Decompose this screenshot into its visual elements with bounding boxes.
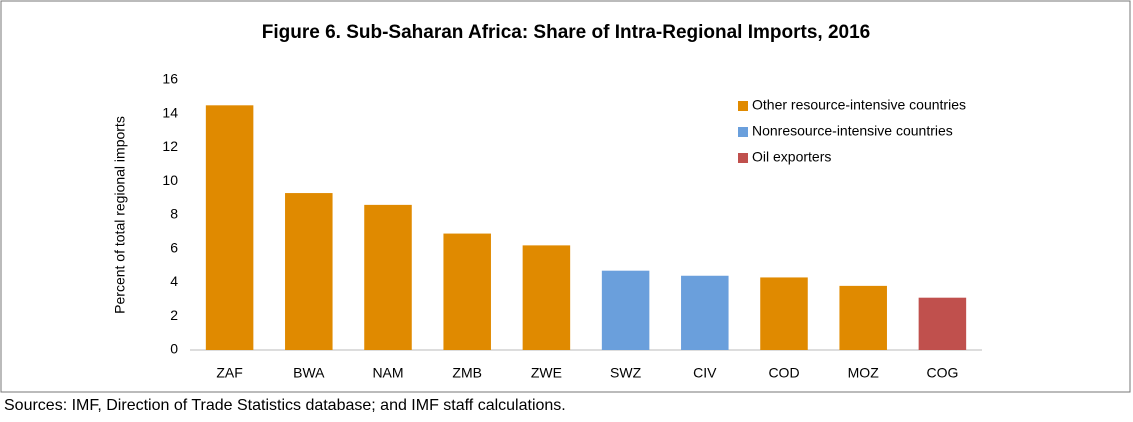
y-tick-label: 0 <box>170 341 178 357</box>
y-tick-label: 12 <box>162 138 178 154</box>
x-tick-label: ZMB <box>452 365 482 381</box>
x-tick-label: SWZ <box>610 365 642 381</box>
legend-swatch <box>738 153 748 163</box>
bar <box>760 277 808 350</box>
bar <box>205 105 254 350</box>
bar <box>443 233 491 350</box>
bar <box>601 270 650 350</box>
chart-title: Figure 6. Sub-Saharan Africa: Share of I… <box>262 22 871 43</box>
x-tick-label: ZWE <box>531 365 562 381</box>
y-tick-label: 2 <box>170 307 178 323</box>
x-tick-label: COG <box>926 365 958 381</box>
bar <box>918 297 967 350</box>
bar <box>285 193 333 350</box>
y-tick-label: 6 <box>170 239 178 255</box>
y-axis-label: Percent of total regional imports <box>112 116 128 314</box>
x-tick-label: CIV <box>693 365 717 381</box>
x-tick-label: BWA <box>293 365 325 381</box>
frame <box>0 0 1131 393</box>
bar <box>681 275 729 350</box>
legend-label: Other resource-intensive countries <box>752 97 966 113</box>
bar <box>522 245 571 350</box>
legend-label: Oil exporters <box>752 149 831 165</box>
y-tick-label: 14 <box>162 104 178 120</box>
y-tick-label: 16 <box>162 71 178 87</box>
legend-label: Nonresource-intensive countries <box>752 123 953 139</box>
x-tick-label: NAM <box>372 365 403 381</box>
y-tick-label: 10 <box>162 172 178 188</box>
x-tick-label: MOZ <box>848 365 880 381</box>
y-tick-label: 8 <box>170 206 178 222</box>
bar <box>839 285 887 350</box>
source-note: Sources: IMF, Direction of Trade Statist… <box>4 397 566 414</box>
x-tick-label: COD <box>768 365 799 381</box>
bar <box>364 204 412 350</box>
legend-swatch <box>738 127 748 137</box>
x-tick-label: ZAF <box>216 365 242 381</box>
y-tick-label: 4 <box>170 273 178 289</box>
legend-swatch <box>738 101 748 111</box>
